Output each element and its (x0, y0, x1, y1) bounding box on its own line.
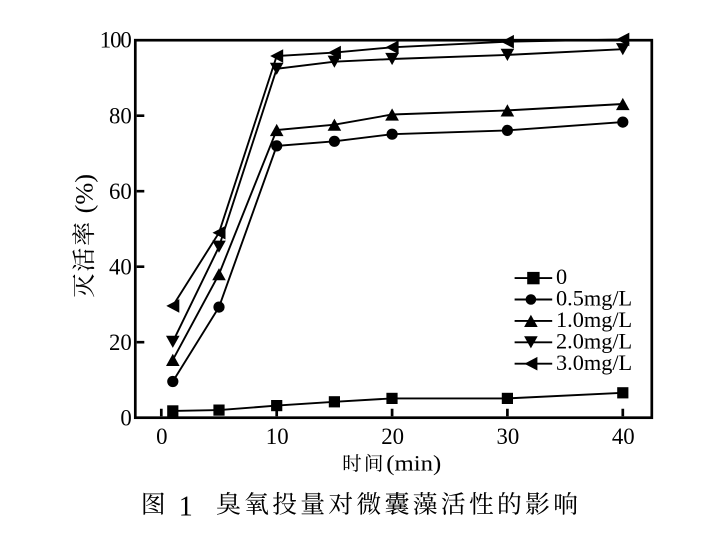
svg-text:10: 10 (266, 424, 289, 449)
svg-text:0.5mg/L: 0.5mg/L (556, 286, 632, 311)
svg-text:30: 30 (497, 424, 520, 449)
svg-text:1.0mg/L: 1.0mg/L (556, 307, 632, 332)
svg-text:0: 0 (556, 264, 567, 289)
svg-text:20: 20 (381, 424, 404, 449)
svg-text:0: 0 (120, 405, 131, 430)
svg-text:2.0mg/L: 2.0mg/L (556, 328, 632, 353)
svg-text:20: 20 (109, 330, 132, 355)
svg-text:0: 0 (156, 424, 167, 449)
svg-text:3.0mg/L: 3.0mg/L (556, 350, 632, 375)
svg-text:1: 1 (179, 492, 193, 523)
svg-text:40: 40 (612, 424, 635, 449)
svg-text:100: 100 (100, 28, 132, 53)
svg-text:(min): (min) (386, 451, 441, 476)
svg-text:40: 40 (109, 254, 132, 279)
svg-text:60: 60 (109, 179, 132, 204)
svg-text:(%): (%) (71, 174, 98, 214)
svg-text:80: 80 (109, 103, 132, 128)
